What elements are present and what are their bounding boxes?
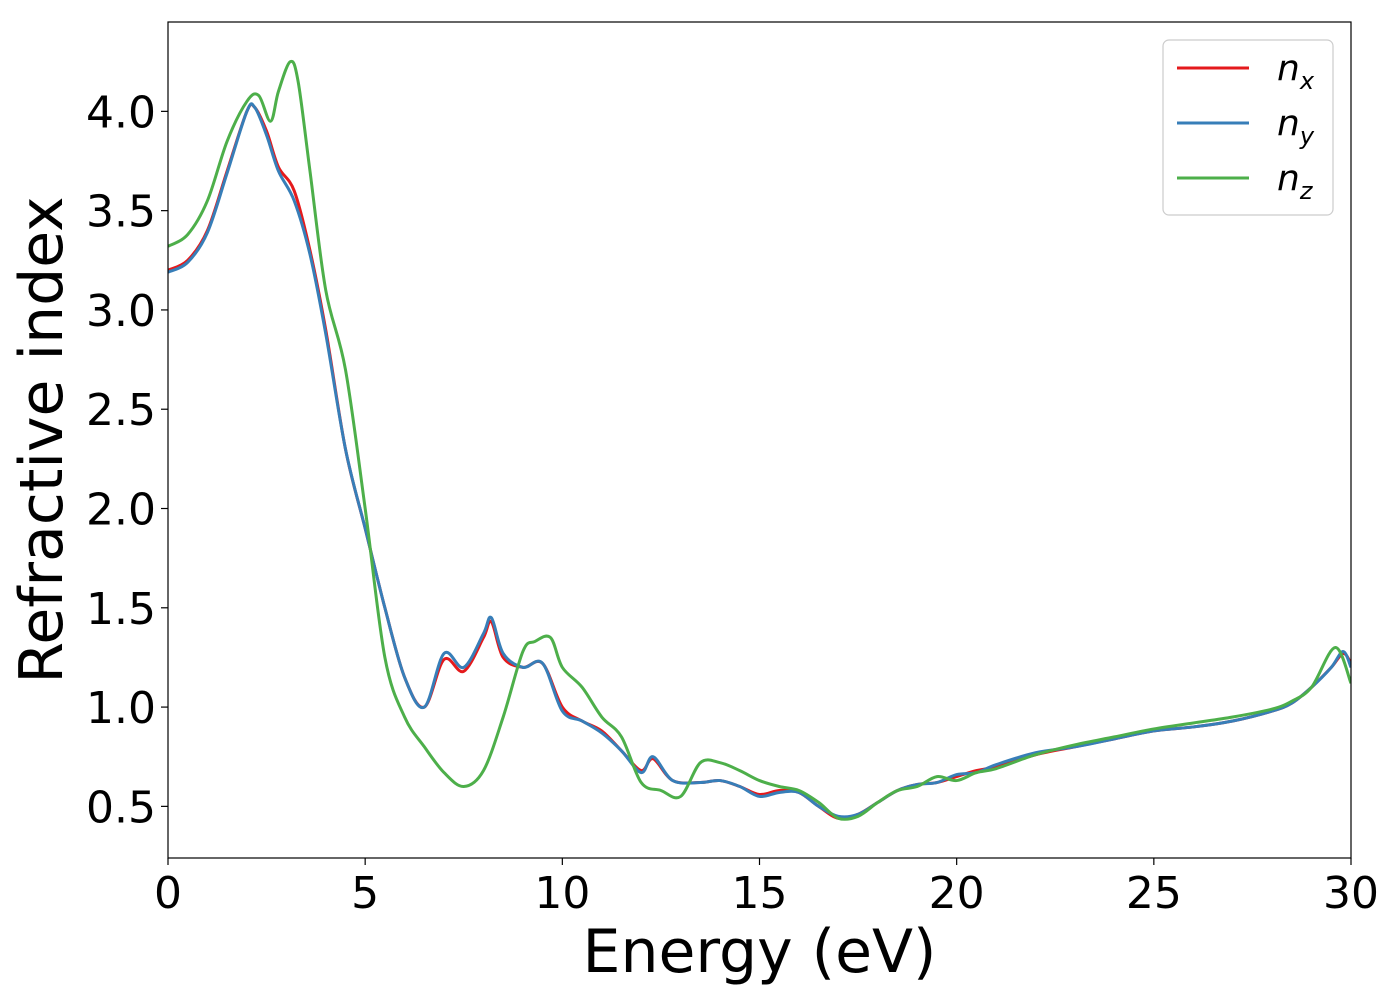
legend-box	[1162, 39, 1334, 216]
x-tick-label: 15	[732, 868, 788, 919]
y-tick-label: 1.5	[86, 584, 156, 635]
x-tick-label: 30	[1323, 868, 1379, 919]
plot-area	[168, 59, 1351, 821]
legend-label-z: nz	[1277, 158, 1314, 205]
series-line-z	[168, 59, 1351, 821]
y-tick-label: 2.5	[86, 385, 156, 436]
x-tick-label: 25	[1126, 868, 1182, 919]
y-tick-label: 3.0	[86, 286, 156, 337]
legend-label-x: nx	[1277, 48, 1315, 95]
x-tick-label: 5	[351, 868, 379, 919]
y-tick-label: 2.0	[86, 485, 156, 536]
y-tick-label: 0.5	[86, 782, 156, 833]
x-tick-label: 10	[534, 868, 590, 919]
x-axis-label: Energy (eV)	[583, 917, 937, 987]
y-tick-label: 3.5	[86, 187, 156, 238]
x-tick-label: 0	[154, 868, 182, 919]
legend: nx ny nz	[1162, 39, 1334, 216]
y-tick-label: 1.0	[86, 683, 156, 734]
y-axis-label: Refractive index	[7, 196, 77, 683]
series-line-y	[168, 102, 1351, 819]
legend-label-y: ny	[1277, 103, 1315, 150]
y-tick-label: 4.0	[86, 87, 156, 138]
ticks: 0 5 10 15 20 25 30 0.5 1.0 1.5 2.0 2.5 3.0 3.5 4.0	[86, 87, 1379, 919]
x-tick-label: 20	[929, 868, 985, 919]
